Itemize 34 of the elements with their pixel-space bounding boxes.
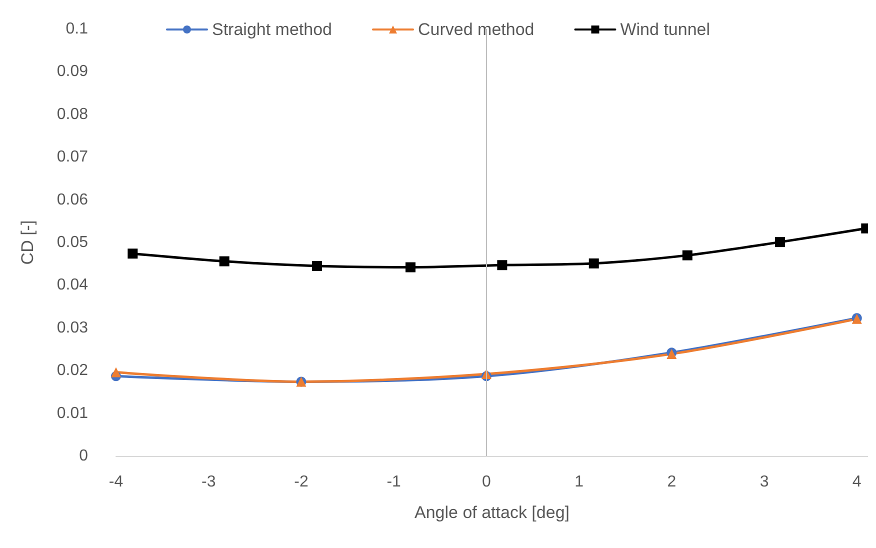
point <box>219 256 230 266</box>
legend-label: Straight method <box>212 20 332 39</box>
point <box>312 260 322 271</box>
point <box>111 367 121 378</box>
x-tick-label: 0 <box>482 474 491 490</box>
x-tick-label: -2 <box>294 474 308 490</box>
x-tick-label: 3 <box>760 474 769 490</box>
x-tick-label: -1 <box>386 474 402 490</box>
point <box>588 258 599 268</box>
y-tick-label: 0.08 <box>56 106 88 123</box>
point <box>128 248 138 259</box>
y-tick-label: 0.06 <box>56 191 88 208</box>
x-tick-label: 1 <box>574 474 584 490</box>
y-tick-label: 0.01 <box>56 404 88 422</box>
x-axis-title: Angle of attack [deg] <box>414 503 570 522</box>
x-tick-label: -4 <box>108 474 124 490</box>
y-tick-label: 0 <box>79 448 88 464</box>
y-tick-label: 0.09 <box>56 63 88 80</box>
x-tick-label: 2 <box>667 474 676 490</box>
x-tick-label: -3 <box>201 474 216 490</box>
point <box>497 260 508 270</box>
y-tick-label: 0.07 <box>56 148 88 166</box>
y-tick-label: 0.04 <box>56 276 88 294</box>
x-tick-label: 4 <box>852 474 862 490</box>
y-tick-label: 0.1 <box>66 20 88 38</box>
y-tick-label: 0.02 <box>56 362 88 380</box>
point <box>406 262 416 272</box>
legend-label: Curved method <box>418 20 534 39</box>
point <box>682 250 692 260</box>
y-axis-title: CD [-] <box>18 220 37 265</box>
point <box>775 237 786 248</box>
legend-label: Wind tunnel <box>620 20 710 39</box>
y-tick-label: 0.03 <box>56 319 88 336</box>
y-tick-label: 0.05 <box>56 234 88 251</box>
